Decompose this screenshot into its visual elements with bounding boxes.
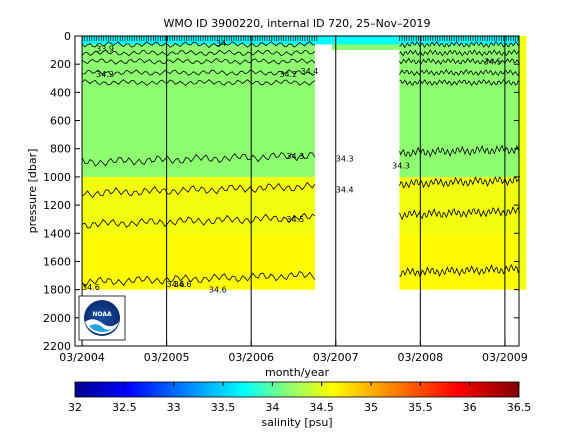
contour-label: 34.3 [286, 152, 304, 161]
contour-label: 34.6 [167, 280, 185, 289]
contour-line [82, 49, 316, 57]
colorbar-tick-label: 36.5 [507, 401, 532, 414]
contour-label: 34.6 [82, 283, 100, 292]
x-tick-label: 03/2006 [228, 351, 274, 364]
contour-line [399, 206, 520, 221]
contour-line [399, 57, 520, 65]
colorbar-tick-label: 36 [463, 401, 477, 414]
contour-line [399, 78, 520, 87]
y-tick-label: 2000 [43, 312, 71, 325]
contour-label: 34.6 [174, 280, 192, 289]
y-tick-label: 1000 [43, 171, 71, 184]
x-tick-label: 03/2004 [59, 351, 105, 364]
contour-label: 34.5 [484, 57, 502, 66]
plot-frame [74, 35, 520, 347]
contour-label: 34.3 [336, 155, 354, 164]
salinity-band [399, 176, 520, 234]
contour-line [399, 49, 520, 57]
salinity-band [331, 44, 400, 51]
noaa-logo-text: NOAA [92, 311, 112, 318]
contour-line [399, 175, 520, 189]
contour-label: 34.6 [209, 286, 227, 295]
profile-tick-marks [81, 36, 519, 41]
contour-label: 34.2 [279, 70, 297, 79]
colorbar-tick-label: 34.5 [309, 401, 334, 414]
y-tick-label: 600 [50, 115, 71, 128]
contour-line [399, 68, 520, 77]
salinity-band [399, 36, 520, 45]
colorbar-tick-label: 33 [167, 401, 181, 414]
colorbar-tick-label: 32.5 [112, 401, 137, 414]
contour-line [81, 270, 316, 287]
y-tick-label: 400 [50, 86, 71, 99]
y-axis-label: pressure [dbar] [26, 149, 39, 234]
y-axis: 0 200 400 600 800 1000 1200 1400 1600 1800 2000 220… [43, 30, 519, 353]
y-tick-label: 0 [64, 30, 71, 43]
salinity-band [314, 36, 332, 45]
colorbar-tick-label: 34 [265, 401, 279, 414]
contour-labels: 34.3 34.334.434.534.334.6 34.634.634.633.9… [82, 39, 502, 295]
x-axis-label: month/year [265, 366, 329, 379]
colorbar-tick-label: 35 [364, 401, 378, 414]
colorbar-ticks: 32 32.5 33 33.5 34 34.5 35 35.5 36 36.5 [68, 382, 531, 414]
y-tick-label: 800 [50, 143, 71, 156]
contour-line [399, 263, 520, 278]
y-tick-label: 1200 [43, 199, 71, 212]
x-axis: 03/2004 03/2005 03/2006 03/2007 03/2008 03/20… [59, 341, 528, 364]
contour-line [81, 151, 316, 167]
contour-label: 34.4 [336, 186, 354, 195]
salinity-band [399, 233, 520, 290]
contour-line [82, 57, 316, 65]
colorbar-tick-label: 33.5 [211, 401, 236, 414]
contour-line [82, 181, 316, 199]
salinity-contours [81, 40, 520, 287]
x-tick-label: 03/2005 [144, 351, 190, 364]
contour-label: 33.9 [96, 45, 114, 54]
contour-label: 34.3 [392, 162, 410, 171]
colorbar [74, 381, 520, 398]
y-tick-label: 2200 [43, 340, 71, 353]
colorbar-label: salinity [psu] [261, 416, 332, 429]
salinity-field [82, 36, 527, 290]
x-tick-label: 03/2008 [397, 351, 443, 364]
contour-line [82, 212, 316, 229]
y-tick-label: 1400 [43, 227, 71, 240]
year-grid-lines [81, 36, 506, 346]
y-tick-label: 1800 [43, 284, 71, 297]
colorbar-tick-label: 35.5 [408, 401, 433, 414]
contour-line [82, 40, 316, 48]
salinity-band [82, 44, 315, 177]
contour-label: 34.4 [301, 67, 319, 76]
x-tick-label: 03/2009 [482, 351, 528, 364]
noaa-logo: NOAA [78, 295, 126, 341]
contour-line [82, 69, 316, 76]
colorbar-tick-label: 32 [68, 401, 82, 414]
contour-line [399, 144, 520, 158]
contour-label: 34.5 [286, 215, 304, 224]
salinity-band [399, 44, 520, 177]
salinity-band [519, 36, 527, 290]
contour-label: 34.2 [96, 70, 114, 79]
contour-line [399, 40, 520, 49]
x-tick-label: 03/2007 [313, 351, 359, 364]
y-tick-label: 1600 [43, 255, 71, 268]
contour-label: 34 [216, 39, 226, 48]
salinity-band [331, 36, 400, 45]
chart-title: WMO ID 3900220, internal ID 720, 25–Nov–… [163, 17, 430, 30]
contour-line [82, 79, 316, 86]
y-tick-label: 200 [50, 58, 71, 71]
